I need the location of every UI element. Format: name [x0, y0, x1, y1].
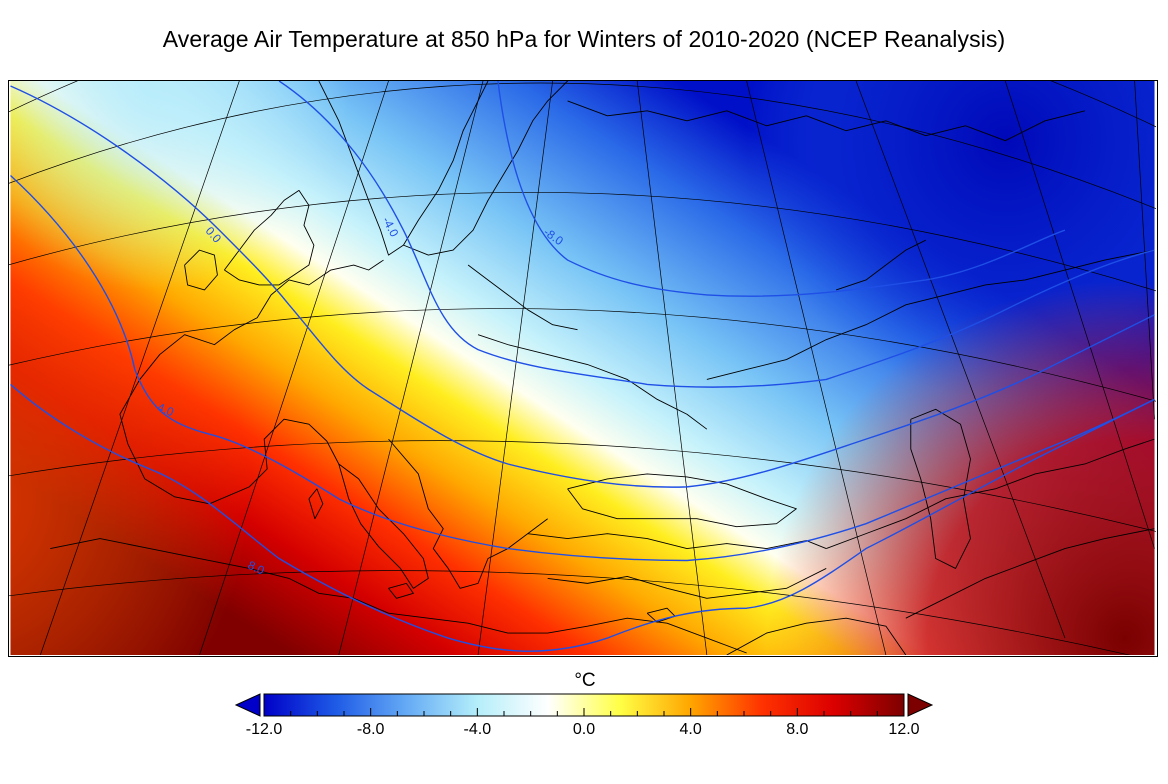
colorbar-tick-label: -8.0 — [356, 721, 385, 738]
contour-label-4: 4.0 — [155, 400, 176, 419]
colorbar-unit: °C — [574, 670, 596, 691]
colorbar-tick-label: -12.0 — [245, 721, 283, 738]
colorbar-tick-label: 8.0 — [786, 721, 809, 738]
contour-8 — [10, 383, 1155, 652]
colorbar-tick-label: -4.0 — [463, 721, 492, 738]
contour-4 — [10, 174, 1155, 562]
colorbar-under-arrow — [234, 693, 261, 717]
coastlines — [50, 81, 1155, 655]
contour-0 — [10, 85, 1155, 488]
temperature-map: 0.0 -4.0 -8.0 4.0 8.0 — [8, 80, 1158, 657]
colorbar-svg — [234, 693, 934, 717]
colorbar: °C -12.0 -8.0 -4.0 0.0 4.0 8.0 12.0 — [0, 666, 1168, 784]
graticule — [9, 81, 1156, 655]
contour-label-8: 8.0 — [246, 558, 267, 578]
contours — [10, 81, 1155, 652]
colorbar-tick-label: 0.0 — [572, 721, 596, 738]
colorbar-tick-label: 12.0 — [888, 721, 920, 738]
colorbar-over-arrow — [907, 693, 934, 717]
contour-minus-8 — [497, 81, 1066, 297]
colorbar-tick-label: 4.0 — [679, 721, 702, 738]
map-svg: 0.0 -4.0 -8.0 4.0 8.0 — [9, 81, 1156, 655]
chart-title: Average Air Temperature at 850 hPa for W… — [162, 26, 1006, 52]
contour-minus-4 — [278, 81, 1155, 388]
